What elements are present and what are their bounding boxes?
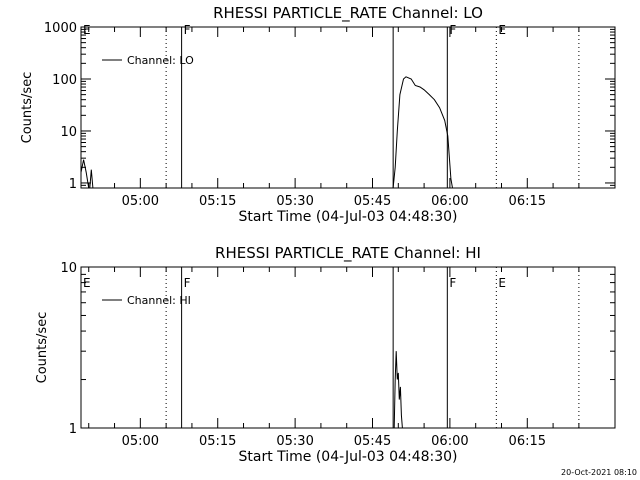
footer-timestamp: 20-Oct-2021 08:10 — [561, 468, 637, 477]
legend-entry: Channel: HI — [127, 294, 191, 307]
chart-title: RHESSI PARTICLE_RATE Channel: HI — [215, 244, 481, 263]
x-tick-label: 05:00 — [122, 194, 159, 209]
y-tick-label: 1 — [69, 177, 77, 192]
x-tick-label: 06:15 — [509, 434, 546, 449]
y-axis-label: Counts/sec — [20, 72, 35, 144]
y-tick-label: 10 — [60, 125, 77, 140]
series-line — [392, 76, 453, 189]
plot-frame — [80, 266, 616, 429]
event-marker-label: E — [498, 276, 506, 290]
plot-frame — [80, 26, 616, 189]
event-marker-label: E — [83, 276, 91, 290]
x-tick-label: 05:30 — [276, 434, 313, 449]
x-tick-label: 06:00 — [431, 194, 468, 209]
event-marker-label: F — [449, 23, 456, 37]
event-marker-label: F — [184, 276, 191, 290]
chart-title: RHESSI PARTICLE_RATE Channel: LO — [213, 4, 483, 23]
y-tick-label: 10 — [60, 261, 77, 276]
legend-entry: Channel: LO — [127, 54, 194, 67]
x-tick-label: 06:15 — [509, 194, 546, 209]
x-tick-label: 05:45 — [354, 434, 391, 449]
event-marker-label: E — [83, 23, 91, 37]
y-tick-label: 1 — [69, 422, 77, 437]
event-marker-label: F — [184, 23, 191, 37]
series-line — [80, 159, 90, 189]
x-tick-label: 05:30 — [276, 194, 313, 209]
event-marker-label: F — [449, 276, 456, 290]
series-line — [89, 169, 94, 189]
x-tick-label: 05:15 — [199, 434, 236, 449]
y-axis-label: Counts/sec — [35, 312, 50, 384]
y-tick-label: 1000 — [44, 21, 77, 36]
x-tick-label: 05:00 — [122, 434, 159, 449]
x-tick-label: 05:15 — [199, 194, 236, 209]
x-tick-label: 05:45 — [354, 194, 391, 209]
y-tick-label: 100 — [52, 73, 77, 88]
x-tick-label: 06:00 — [431, 434, 468, 449]
event-marker-label: E — [498, 23, 506, 37]
series-line — [393, 351, 403, 429]
x-axis-label: Start Time (04-Jul-03 04:48:30) — [238, 449, 457, 465]
x-axis-label: Start Time (04-Jul-03 04:48:30) — [238, 209, 457, 225]
